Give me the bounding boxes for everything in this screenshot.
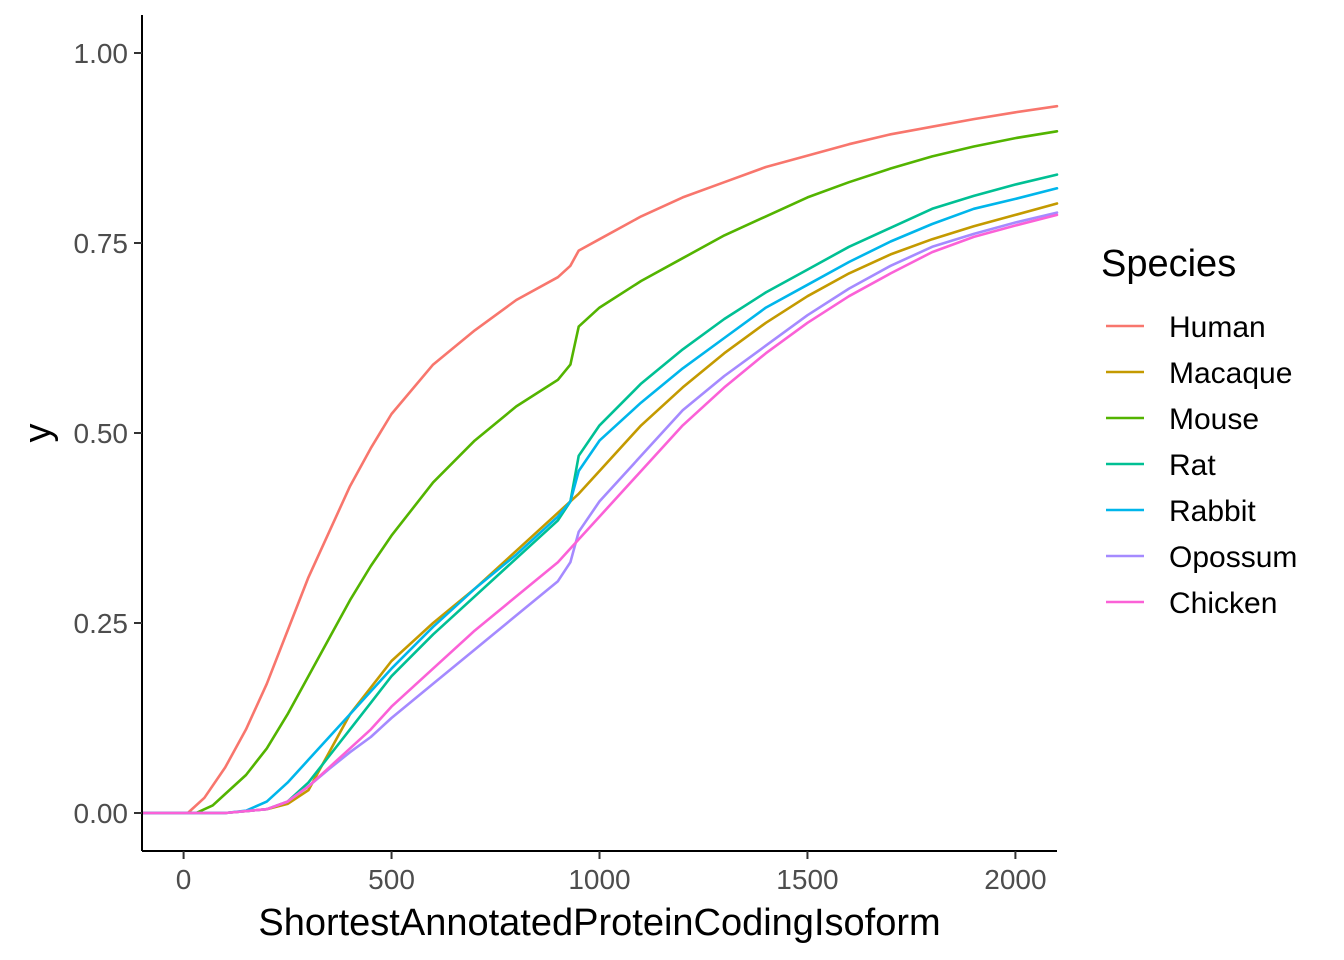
x-tick-label: 1000	[568, 864, 630, 895]
legend-label-chicken: Chicken	[1169, 587, 1277, 620]
series-lines	[140, 104, 1059, 815]
legend-label-macaque: Macaque	[1169, 357, 1292, 390]
series-line-chicken	[140, 213, 1059, 815]
series-line-rat	[140, 173, 1059, 815]
y-axis-title: y	[17, 424, 59, 443]
y-axis-ticks: 0.00 0.25 0.50 0.75 1.00	[74, 38, 142, 829]
x-tick-label: 500	[368, 864, 415, 895]
series-line-mouse	[140, 130, 1059, 815]
y-tick-label: 0.00	[74, 798, 129, 829]
legend-label-mouse: Mouse	[1169, 403, 1259, 436]
series-line-macaque	[140, 202, 1059, 815]
series-line-rabbit	[140, 187, 1059, 815]
legend: Species Human Macaque Mouse Rat Rabbit Opossu…	[1101, 243, 1297, 620]
x-tick-label: 1500	[776, 864, 838, 895]
x-tick-label: 2000	[984, 864, 1046, 895]
y-tick-label: 0.25	[74, 608, 129, 639]
legend-label-opossum: Opossum	[1169, 541, 1297, 574]
legend-items: Human Macaque Mouse Rat Rabbit Opossum Chicken	[1106, 311, 1297, 620]
x-tick-label: 0	[176, 864, 192, 895]
y-tick-label: 0.75	[74, 228, 129, 259]
series-line-opossum	[140, 211, 1059, 815]
legend-title: Species	[1101, 243, 1236, 285]
legend-label-rabbit: Rabbit	[1169, 495, 1256, 528]
y-tick-label: 1.00	[74, 38, 129, 69]
legend-label-human: Human	[1169, 311, 1266, 344]
y-tick-label: 0.50	[74, 418, 129, 449]
legend-label-rat: Rat	[1169, 449, 1216, 482]
series-line-human	[140, 104, 1059, 815]
x-axis-ticks: 0 500 1000 1500 2000	[176, 851, 1047, 895]
x-axis-title: ShortestAnnotatedProteinCodingIsoform	[258, 902, 940, 944]
